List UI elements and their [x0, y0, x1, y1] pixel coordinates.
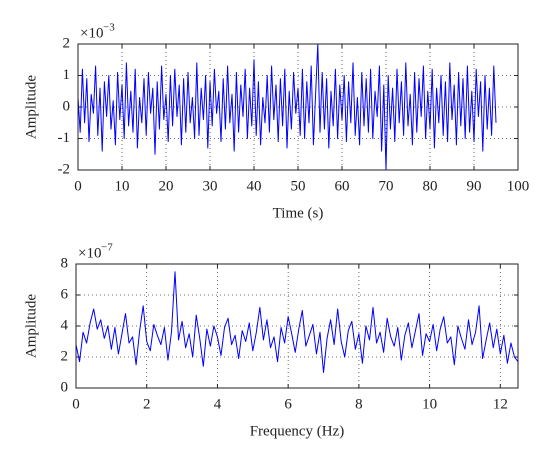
- plot-frame: [75, 263, 519, 389]
- x-tick-label: 4: [214, 396, 222, 412]
- x-axis-label: Frequency (Hz): [250, 423, 345, 439]
- x-axis-label: Time (s): [273, 205, 324, 221]
- y-tick-label: 6: [61, 286, 69, 302]
- x-tick-label: 0: [72, 396, 80, 412]
- subplot: 0 10 20 30 40 50 60 70 80 90 100 -2 -1 0 1 2 Time (s) Amp…: [23, 22, 529, 222]
- y-scale-exponent: −3: [103, 22, 115, 34]
- plot-frame: [77, 43, 519, 171]
- x-tick-label: 2: [143, 396, 151, 412]
- x-tick-label: 90: [467, 178, 482, 194]
- y-tick-label: 8: [61, 255, 69, 271]
- subplot: 0 2 4 6 8 10 12 0 2 4 6 8 Frequency (Hz) Amplitude ×10…: [23, 242, 519, 439]
- y-tick-label: 2: [61, 348, 69, 364]
- x-tick-label: 10: [115, 178, 130, 194]
- x-tick-label: 8: [355, 396, 363, 412]
- x-tick-label: 6: [284, 396, 292, 412]
- signal-line: [77, 43, 497, 171]
- x-tick-label: 50: [291, 178, 306, 194]
- y-tick-label: 2: [63, 35, 71, 51]
- y-tick-label: 0: [61, 379, 69, 395]
- y-scale-exponent: −7: [101, 242, 113, 254]
- y-tick-label: 4: [61, 317, 69, 333]
- y-tick-label: -1: [58, 130, 71, 146]
- y-axis-label: Amplitude: [23, 294, 39, 359]
- x-tick-label: 70: [379, 178, 394, 194]
- x-tick-label: 40: [247, 178, 262, 194]
- x-tick-label: 100: [507, 178, 530, 194]
- x-tick-label: 80: [423, 178, 438, 194]
- x-tick-label: 20: [159, 178, 174, 194]
- y-tick-label: 1: [63, 67, 71, 83]
- y-axis-label: Amplitude: [23, 75, 39, 140]
- y-tick-label: -2: [58, 161, 71, 177]
- y-scale-base: ×10: [80, 25, 103, 41]
- y-scale-base: ×10: [78, 245, 101, 261]
- x-tick-label: 60: [335, 178, 350, 194]
- x-tick-label: 0: [74, 178, 82, 194]
- x-tick-label: 12: [493, 396, 508, 412]
- x-tick-label: 10: [422, 396, 437, 412]
- y-tick-label: 0: [63, 98, 71, 114]
- x-tick-label: 30: [203, 178, 218, 194]
- signal-line: [75, 271, 519, 373]
